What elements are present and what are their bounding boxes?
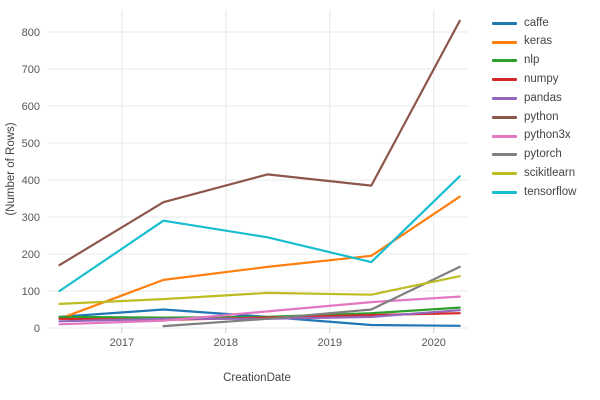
legend-swatch-numpy: [492, 78, 517, 82]
series-line-tensorflow: [58, 175, 461, 293]
legend-item-scikitlearn[interactable]: scikitlearn: [492, 164, 576, 183]
axis-tick-labels: 0 100 200 300 400 500 600 700 800 2017 2018 2019 202…: [22, 27, 446, 349]
legend-swatch-nlp: [492, 59, 517, 63]
legend-swatch-tensorflow: [492, 191, 517, 195]
legend-item-python3x[interactable]: python3x: [492, 127, 576, 146]
legend-label-caffe: caffe: [524, 16, 549, 29]
y-tick-label-0: 0: [34, 323, 40, 335]
legend-item-pytorch[interactable]: pytorch: [492, 146, 576, 165]
legend-swatch-keras: [492, 40, 517, 44]
y-tick-label-300: 300: [22, 212, 40, 224]
y-tick-label-500: 500: [22, 138, 40, 150]
legend-swatch-python: [492, 115, 517, 119]
series-lines: [58, 19, 461, 328]
legend-swatch-pandas: [492, 97, 517, 101]
legend-label-pandas: pandas: [524, 91, 562, 104]
legend-swatch-pytorch: [492, 153, 517, 157]
legend-label-pytorch: pytorch: [524, 148, 562, 161]
x-axis-title: CreationDate: [223, 372, 291, 384]
legend-item-nlp[interactable]: nlp: [492, 52, 576, 71]
series-line-python3x: [58, 295, 461, 326]
legend-swatch-scikitlearn: [492, 172, 517, 176]
legend-item-caffe[interactable]: caffe: [492, 14, 576, 33]
series-line-keras: [58, 195, 461, 320]
x-tick-label-2020: 2020: [421, 337, 445, 349]
series-line-pytorch: [162, 265, 461, 328]
legend-label-nlp: nlp: [524, 54, 540, 67]
series-line-scikitlearn: [58, 275, 461, 305]
legend-label-keras: keras: [524, 35, 553, 48]
x-tick-label-2017: 2017: [110, 337, 134, 349]
y-tick-label-200: 200: [22, 249, 40, 261]
legend-item-keras[interactable]: keras: [492, 33, 576, 52]
legend-label-tensorflow: tensorflow: [524, 185, 577, 198]
legend-swatch-python3x: [492, 134, 517, 138]
series-line-python: [58, 19, 461, 267]
legend-item-numpy[interactable]: numpy: [492, 70, 576, 89]
y-tick-label-400: 400: [22, 175, 40, 187]
legend-label-scikitlearn: scikitlearn: [524, 167, 576, 180]
legend-item-python[interactable]: python: [492, 108, 576, 127]
legend-item-tensorflow[interactable]: tensorflow: [492, 183, 576, 202]
legend-label-python3x: python3x: [524, 129, 571, 142]
legend-item-pandas[interactable]: pandas: [492, 89, 576, 108]
y-tick-label-100: 100: [22, 286, 40, 298]
gridlines: [47, 10, 468, 333]
x-tick-label-2019: 2019: [318, 337, 342, 349]
y-tick-label-600: 600: [22, 101, 40, 113]
legend-swatch-caffe: [492, 21, 517, 25]
legend-label-python: python: [524, 110, 559, 123]
y-tick-label-800: 800: [22, 27, 40, 39]
y-tick-label-700: 700: [22, 64, 40, 76]
legend: caffe keras nlp numpy pandas python python3x py…: [492, 14, 576, 202]
y-axis-title: (Number of Rows): [5, 122, 17, 215]
x-tick-label-2018: 2018: [214, 337, 238, 349]
legend-label-numpy: numpy: [524, 73, 559, 86]
